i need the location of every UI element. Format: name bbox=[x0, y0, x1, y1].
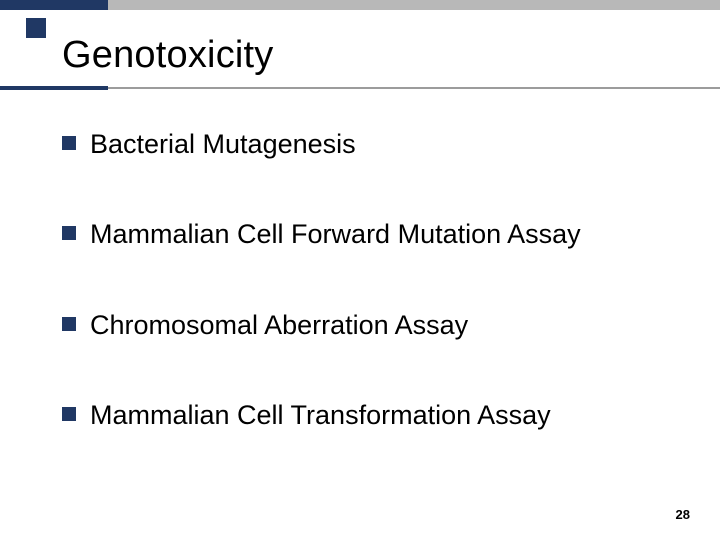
page-number: 28 bbox=[676, 507, 690, 522]
bullet-text: Mammalian Cell Transformation Assay bbox=[90, 399, 551, 431]
title-underline bbox=[0, 86, 720, 90]
slide-title: Genotoxicity bbox=[62, 34, 274, 77]
corner-square-icon bbox=[26, 18, 46, 38]
list-item: Chromosomal Aberration Assay bbox=[62, 309, 680, 341]
title-underline-rest bbox=[108, 87, 720, 89]
list-item: Bacterial Mutagenesis bbox=[62, 128, 680, 160]
bullet-text: Bacterial Mutagenesis bbox=[90, 128, 356, 160]
bullet-text: Chromosomal Aberration Assay bbox=[90, 309, 468, 341]
square-bullet-icon bbox=[62, 317, 76, 331]
square-bullet-icon bbox=[62, 226, 76, 240]
list-item: Mammalian Cell Forward Mutation Assay bbox=[62, 218, 680, 250]
bullet-list: Bacterial Mutagenesis Mammalian Cell For… bbox=[62, 128, 680, 490]
top-bar-rest bbox=[108, 0, 720, 10]
square-bullet-icon bbox=[62, 136, 76, 150]
top-bar bbox=[0, 0, 720, 10]
bullet-text: Mammalian Cell Forward Mutation Assay bbox=[90, 218, 581, 250]
top-bar-accent bbox=[0, 0, 108, 10]
list-item: Mammalian Cell Transformation Assay bbox=[62, 399, 680, 431]
square-bullet-icon bbox=[62, 407, 76, 421]
title-underline-accent bbox=[0, 86, 108, 90]
